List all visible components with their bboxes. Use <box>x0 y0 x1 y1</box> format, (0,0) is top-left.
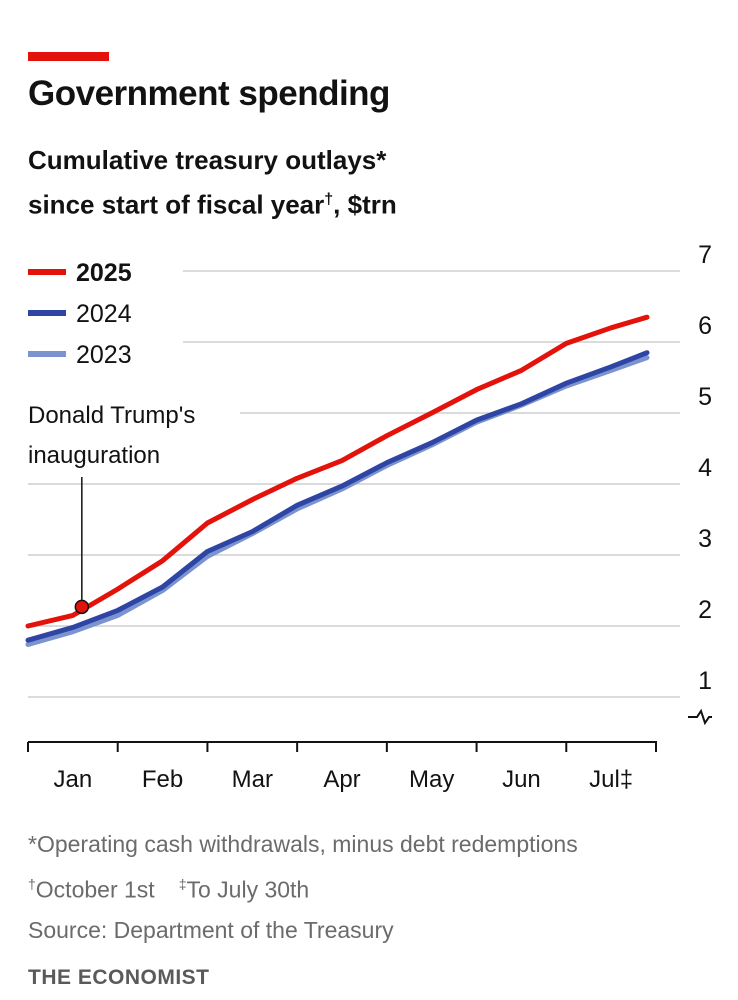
footnote-1: *Operating cash withdrawals, minus debt … <box>28 831 578 857</box>
x-tick-label: May <box>409 766 454 793</box>
gridlines <box>28 270 680 698</box>
source-note: Source: Department of the Treasury <box>28 916 394 943</box>
series-line-2024 <box>25 350 650 643</box>
legend-label-2025: 2025 <box>76 259 132 287</box>
x-tick-label: Jun <box>502 766 541 793</box>
footnotes: *Operating cash withdrawals, minus debt … <box>28 824 578 950</box>
footnote-double-dagger: ‡ <box>178 876 187 892</box>
y-tick-labels: 1 2 3 4 5 6 7 <box>698 241 712 695</box>
legend: 2025 2024 2023 <box>28 259 132 369</box>
y-tick-label: 1 <box>698 667 712 695</box>
y-tick-label: 2 <box>698 596 712 624</box>
annotation-label-line-1: Donald Trump's <box>28 402 195 429</box>
x-ticks <box>27 742 657 752</box>
series-line-2025 <box>25 314 650 629</box>
footnote-dagger: † <box>28 876 36 892</box>
series-lines <box>25 314 650 647</box>
y-tick-label: 6 <box>698 312 712 340</box>
annotation: Donald Trump's inauguration <box>28 402 195 615</box>
x-tick-label: Jul‡ <box>589 766 633 793</box>
subtitle-line-1: Cumulative treasury outlays* <box>28 145 387 175</box>
x-tick-label: Apr <box>323 766 360 793</box>
subtitle-line-2: since start of fiscal year <box>28 189 325 220</box>
footnote-october: October 1st <box>35 876 155 903</box>
subtitle-unit: , $trn <box>333 189 397 220</box>
x-tick-label: Jan <box>54 766 93 793</box>
annotation-label-line-2: inauguration <box>28 442 160 469</box>
x-tick-labels: Jan Feb Mar Apr May Jun Jul‡ <box>54 766 634 793</box>
series-line-2023 <box>25 355 650 647</box>
accent-bar <box>28 52 109 61</box>
chart-title: Government spending <box>28 74 390 113</box>
legend-label-2023: 2023 <box>76 341 132 369</box>
legend-label-2024: 2024 <box>76 300 132 328</box>
y-tick-label: 5 <box>698 383 712 411</box>
y-tick-label: 4 <box>698 454 712 482</box>
y-tick-label: 7 <box>698 241 712 269</box>
annotation-marker <box>74 599 90 615</box>
footnote-july: To July 30th <box>186 876 310 903</box>
subtitle-dagger: † <box>324 191 334 208</box>
y-tick-label: 3 <box>698 525 712 553</box>
brand-logo-text: THE ECONOMIST <box>28 966 210 989</box>
x-tick-label: Feb <box>142 766 183 793</box>
y-axis-break-icon <box>688 708 712 726</box>
chart-subtitle: Cumulative treasury outlays* since start… <box>28 140 397 225</box>
x-tick-label: Mar <box>232 766 273 793</box>
footnote-2: †October 1st ‡To July 30th <box>28 864 578 910</box>
